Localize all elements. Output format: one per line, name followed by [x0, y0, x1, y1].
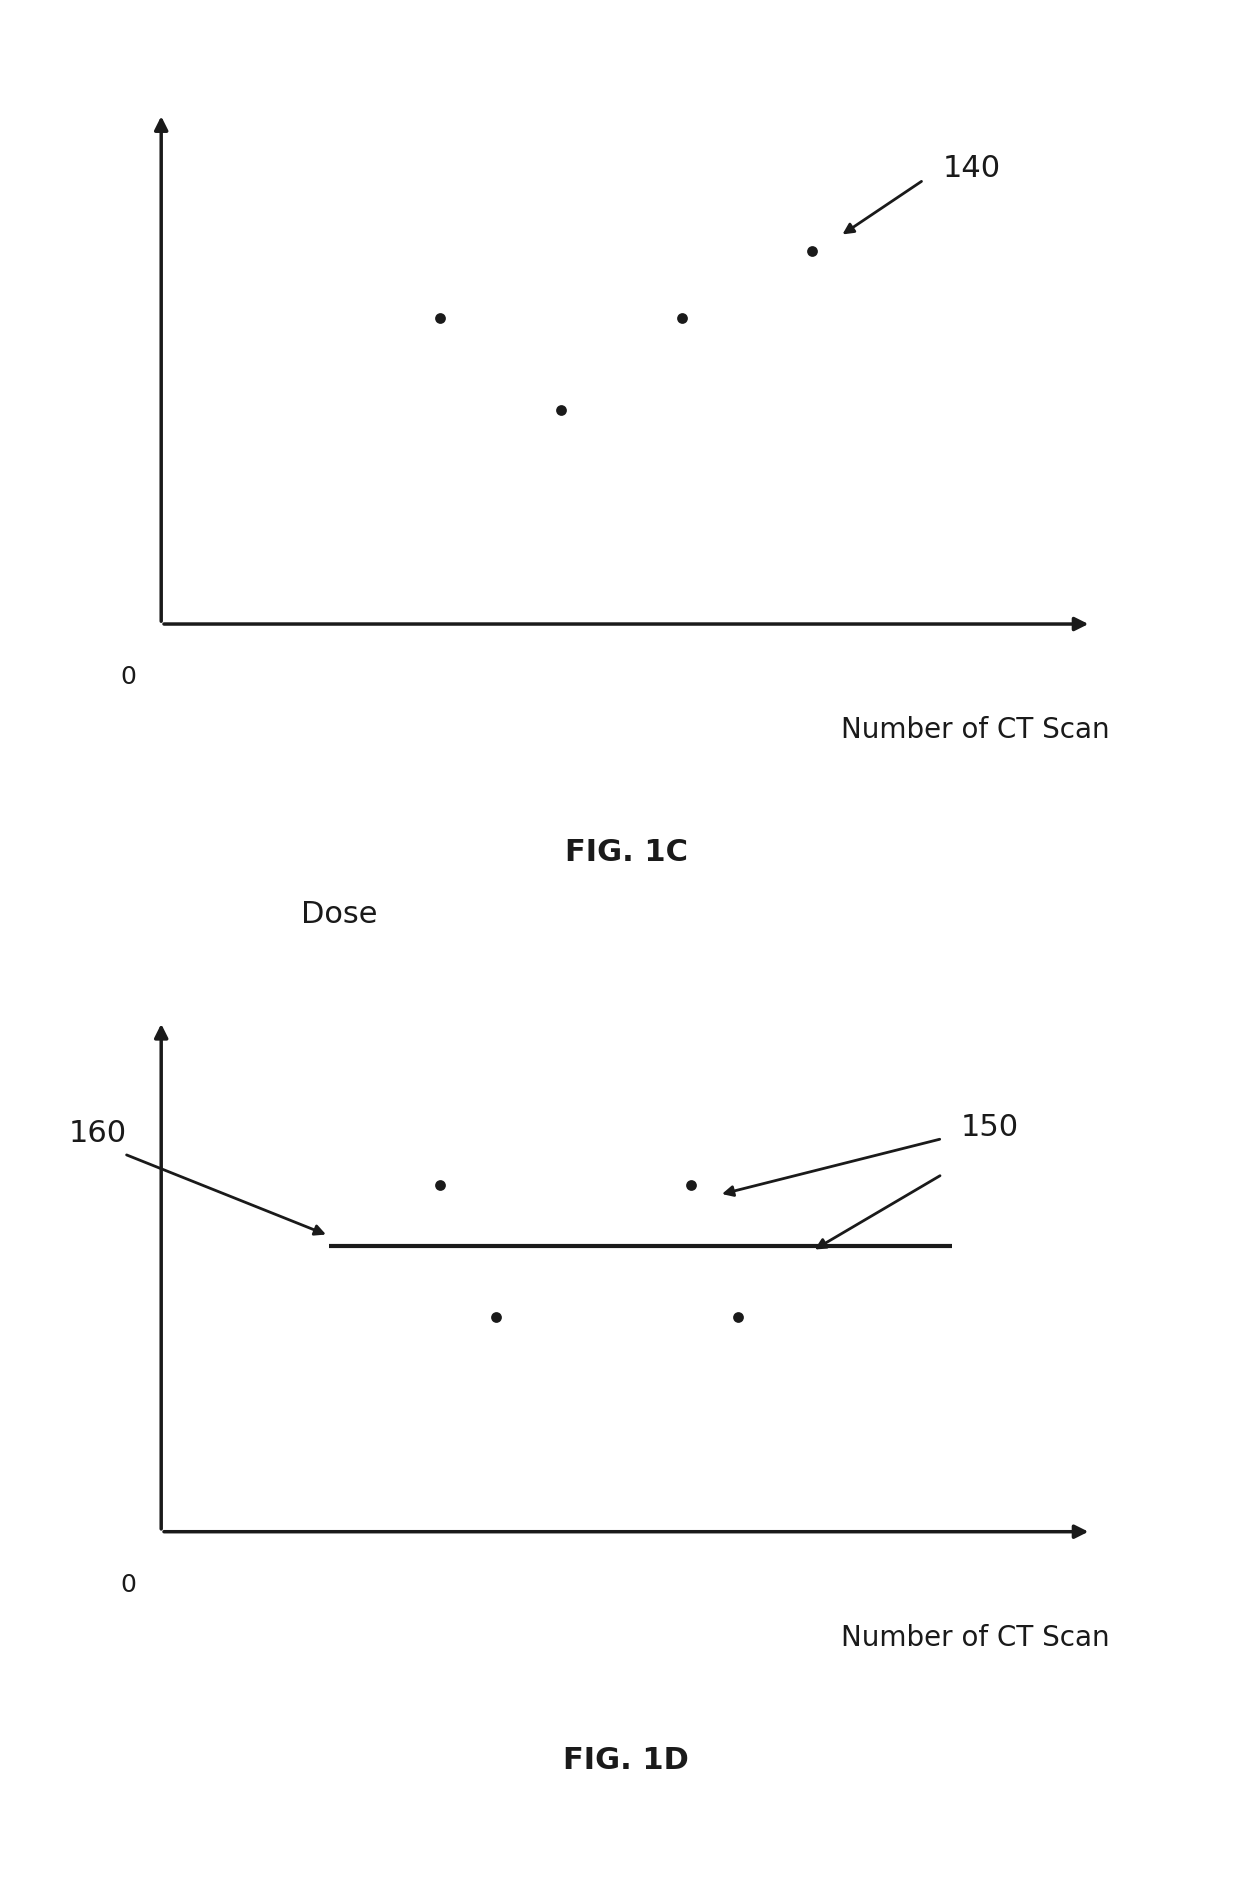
- Text: FIG. 1C: FIG. 1C: [564, 838, 688, 868]
- Text: 0: 0: [120, 1573, 136, 1596]
- Text: Number of CT Scan: Number of CT Scan: [841, 717, 1110, 743]
- Point: [430, 303, 450, 333]
- Point: [802, 236, 822, 267]
- Point: [672, 303, 692, 333]
- Text: 140: 140: [942, 155, 1001, 183]
- Text: 150: 150: [961, 1114, 1019, 1142]
- Point: [486, 1303, 506, 1333]
- Point: [551, 395, 570, 425]
- Text: 0: 0: [120, 666, 136, 688]
- Point: [682, 1169, 702, 1199]
- Text: 160: 160: [68, 1119, 126, 1148]
- Text: FIG. 1D: FIG. 1D: [563, 1745, 689, 1776]
- Text: Number of CT Scan: Number of CT Scan: [841, 1624, 1110, 1651]
- Point: [728, 1303, 748, 1333]
- Text: Dose: Dose: [301, 900, 377, 928]
- Point: [430, 1169, 450, 1199]
